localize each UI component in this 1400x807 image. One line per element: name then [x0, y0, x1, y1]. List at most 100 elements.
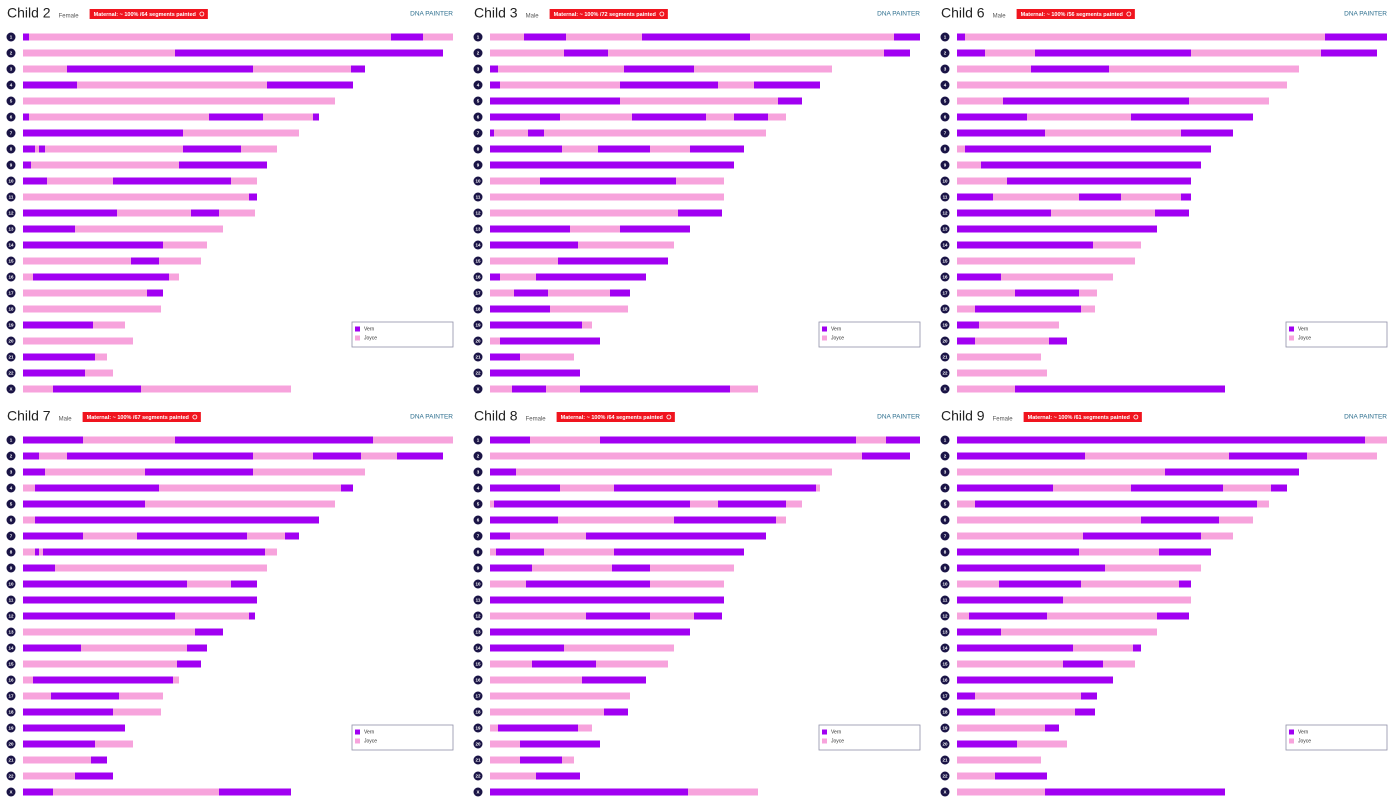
- segment: [33, 676, 173, 684]
- segment: [35, 548, 39, 556]
- segment: [1179, 580, 1191, 588]
- segment: [361, 452, 397, 460]
- segment: [163, 241, 207, 249]
- chromosome-label: 4: [477, 485, 480, 490]
- segment: [95, 353, 107, 361]
- segment: [957, 353, 1041, 361]
- chromosome-label: 15: [8, 661, 14, 666]
- segment: [957, 49, 985, 57]
- chromosome-label: 16: [8, 274, 14, 279]
- chromosome-label: 9: [477, 565, 480, 570]
- segment: [29, 33, 391, 41]
- chromosome-label: 18: [942, 709, 948, 714]
- chromosome-label: 5: [10, 501, 13, 506]
- legend: [351, 724, 454, 751]
- chromosome-label: 20: [475, 338, 481, 343]
- segment: [83, 532, 137, 540]
- segment: [886, 436, 920, 444]
- chromosome-label: 22: [942, 773, 948, 778]
- segment: [1015, 289, 1079, 297]
- chromosome-badge: [473, 352, 483, 362]
- segment: [768, 113, 786, 121]
- chromosome-badge: [473, 80, 483, 90]
- segment: [23, 724, 125, 732]
- segment: [23, 145, 35, 153]
- badge-icon: [199, 11, 205, 17]
- chromosome-label: 3: [477, 469, 480, 474]
- chromosome-label: 2: [10, 453, 13, 458]
- segment: [23, 676, 33, 684]
- segment: [957, 468, 1165, 476]
- chromosome-label: 9: [477, 162, 480, 167]
- segment: [23, 209, 117, 217]
- segment: [175, 49, 443, 57]
- brand: DNA PAINTER: [410, 414, 453, 421]
- segment: [957, 660, 1063, 668]
- chromosome-label: 12: [8, 613, 14, 618]
- chromosome-badge: [940, 595, 950, 605]
- legend-swatch: [822, 335, 827, 341]
- segment: [490, 708, 604, 716]
- segment: [1365, 436, 1387, 444]
- segment: [1133, 644, 1141, 652]
- segment: [1093, 241, 1141, 249]
- segment: [582, 676, 646, 684]
- segment: [957, 676, 1113, 684]
- legend: [351, 321, 454, 348]
- segment: [957, 177, 1007, 185]
- chromosome-label: 11: [476, 194, 481, 199]
- chromosome-label: 10: [942, 178, 948, 183]
- segment: [1027, 113, 1131, 121]
- segment: [598, 145, 650, 153]
- segment: [191, 209, 219, 217]
- legend-swatch: [1289, 335, 1294, 341]
- chromosome-label: 21: [475, 354, 481, 359]
- segment: [490, 676, 582, 684]
- segment: [1007, 177, 1191, 185]
- segment: [957, 628, 1001, 636]
- segment: [1325, 33, 1387, 41]
- chromosome-badge: [6, 627, 16, 637]
- chromosome-label: 17: [942, 290, 948, 295]
- legend-label: Joyce: [831, 738, 844, 744]
- segment: [558, 257, 668, 265]
- segment: [1181, 193, 1191, 201]
- segment: [423, 33, 453, 41]
- segment: [1031, 65, 1109, 73]
- segment: [187, 644, 207, 652]
- chromosome-badge: [940, 64, 950, 74]
- legend-swatch: [1289, 729, 1294, 735]
- chromosome-label: 7: [944, 130, 947, 135]
- chromosome-badge: [6, 192, 16, 202]
- chromosome-label: 13: [8, 629, 14, 634]
- segment: [1257, 500, 1269, 508]
- segment: [51, 692, 119, 700]
- segment: [750, 33, 894, 41]
- chromosome-badge: [6, 144, 16, 154]
- segment: [1047, 612, 1157, 620]
- segment: [490, 257, 558, 265]
- segment: [183, 129, 299, 137]
- segment: [642, 33, 750, 41]
- segment: [957, 484, 1053, 492]
- segment: [23, 49, 175, 57]
- chromosome-label: X: [9, 386, 12, 391]
- chromosome-label: X: [476, 386, 479, 391]
- chromosome-label: 11: [9, 597, 14, 602]
- segment: [373, 436, 453, 444]
- segment: [816, 484, 820, 492]
- badge-icon: [1126, 11, 1132, 17]
- segment: [145, 500, 335, 508]
- chromosome-badge: [6, 723, 16, 733]
- chromosome-badge: [940, 435, 950, 445]
- chromosome-badge: [6, 96, 16, 106]
- child-panel: Child 9 Female Maternal: ~ 100% /61 segmen…: [940, 408, 1388, 797]
- segment: [1181, 129, 1233, 137]
- segment: [85, 369, 113, 377]
- chromosome-label: 19: [8, 322, 14, 327]
- chromosome-badge: [6, 643, 16, 653]
- segment: [718, 81, 754, 89]
- segment: [957, 612, 969, 620]
- segment: [39, 452, 67, 460]
- chromosome-badge: [473, 579, 483, 589]
